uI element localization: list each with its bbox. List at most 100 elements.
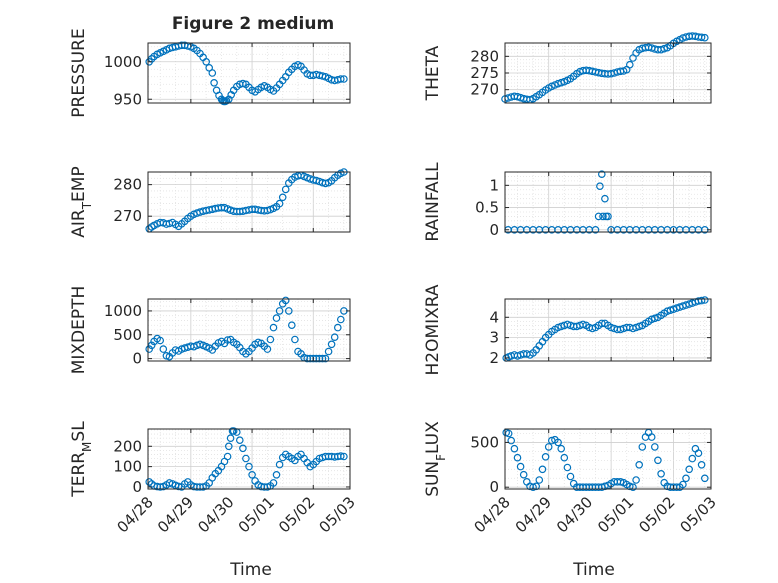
axes-box [504,298,712,362]
data-point [638,443,647,451]
data-point [519,470,528,479]
axes-box [147,171,351,233]
y-tick-label: 500 [113,326,142,344]
y-tick-label: 0 [489,221,499,239]
data-point [208,69,217,77]
data-point [697,296,706,305]
x-tick-label: 05/02 [635,493,678,536]
data-point [635,460,644,469]
y-tick-label: 100 [113,458,142,476]
data-point [599,212,607,221]
x-axis-label-left: Time [229,560,272,580]
data-point [685,465,694,474]
y-axis-label: AIRTEMP [69,166,94,237]
plot-area [505,429,711,489]
data-point [333,323,342,332]
axes-box [504,428,712,490]
grid [148,299,350,361]
data-point [625,60,634,69]
data-point [563,463,572,472]
data-point [616,477,625,486]
subplot-rainfall: 0 0.5 1 RAINFALL [423,162,712,242]
y-tick-label: 1000 [104,53,142,71]
data-point [688,454,697,463]
x-tick-label: 05/03 [677,493,720,536]
y-tick-label: 500 [470,433,499,451]
figure-title: Figure 2 medium [172,14,334,34]
data-point [535,476,544,484]
data-point [225,442,233,451]
data-point [597,170,606,179]
data-point [594,212,603,221]
data-point [248,470,256,479]
data-point [650,314,659,323]
data-point [654,456,662,465]
data-point [679,480,687,489]
y-axis-label: THETA [423,45,443,101]
data-point [541,452,550,461]
data-point [538,465,547,474]
y-tick-label: 275 [470,64,499,82]
data-point [601,194,609,203]
data-point [635,322,644,331]
y-axis-label: H2OMIXRA [423,284,443,375]
data-point [697,33,706,42]
data-point [269,479,278,487]
data-point [554,438,562,447]
data-point [202,57,211,66]
y-tick-label: 280 [113,176,142,194]
data-point [272,470,281,479]
data-point [544,443,553,451]
data-point [557,78,566,87]
data-point [145,345,154,353]
axes-box [147,42,351,104]
axes-box [147,428,351,490]
series-markers [145,168,348,233]
data-point [336,452,345,460]
data-point [159,345,168,353]
data-point [327,340,336,349]
series-markers [145,296,348,363]
data-point [321,179,330,188]
data-point [236,436,244,445]
data-point [278,193,287,202]
y-tick-label: 0 [132,478,142,496]
y-axis-label: PRESSURE [69,28,89,117]
data-point [226,434,235,443]
data-point [340,452,348,461]
data-point [516,462,525,471]
data-point [682,474,690,483]
axes-box [147,298,351,362]
data-point [632,476,640,484]
data-point [694,449,703,458]
data-point [604,212,612,221]
x-tick-label: 04/29 [512,493,555,536]
data-point [336,315,345,324]
data-point [507,436,516,445]
data-point [557,444,566,453]
x-tick-label: 04/28 [471,493,514,536]
data-point [239,444,247,453]
data-point [281,296,290,305]
data-point [340,75,348,83]
x-tick-label: 05/03 [316,493,359,536]
y-tick-label: 1000 [104,302,142,320]
y-axis-label: MIXDEPTH [69,286,89,375]
data-point [272,314,281,322]
data-point [275,199,284,208]
data-point [321,354,330,363]
data-point [700,296,709,304]
data-point [560,453,569,462]
data-point [647,433,656,441]
y-tick-label: 0.5 [475,199,499,217]
y-tick-label: 280 [470,47,499,65]
data-point [700,33,709,42]
y-tick-label: 200 [113,437,142,455]
y-tick-label: 270 [470,81,499,99]
data-point [591,226,600,234]
x-tick-label: 05/01 [235,493,278,536]
